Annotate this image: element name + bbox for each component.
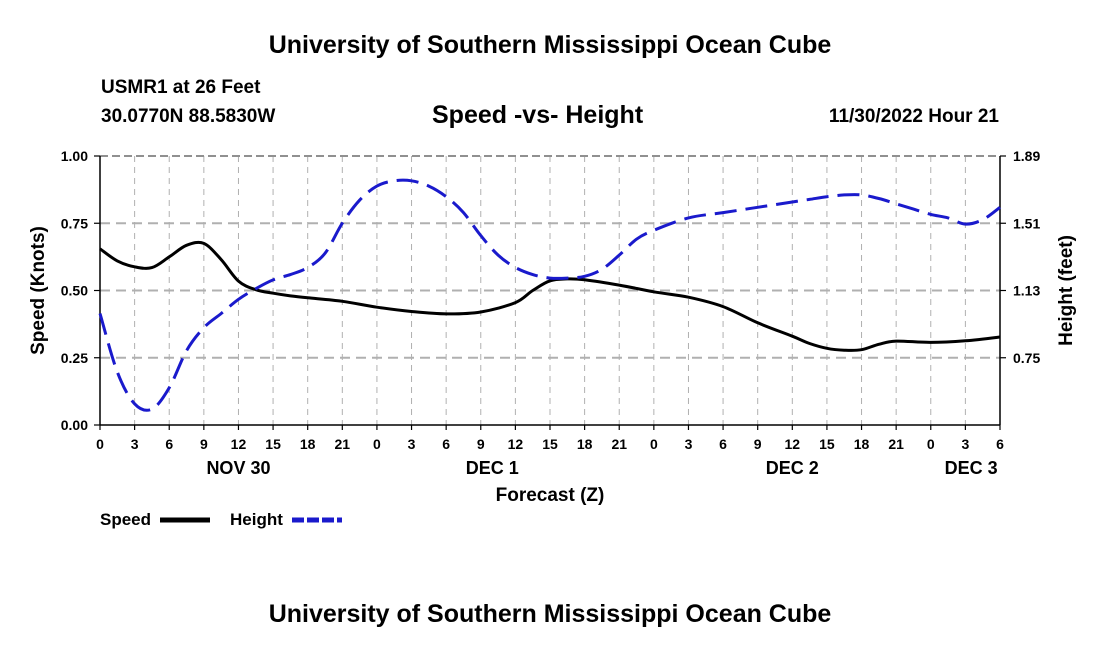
- height-legend-label: Height: [230, 510, 283, 529]
- y-right-tick-label: 1.13: [1013, 283, 1040, 299]
- x-tick-label: 21: [611, 436, 627, 452]
- chart-title: Speed -vs- Height: [432, 101, 644, 129]
- forecast-datetime: 11/30/2022 Hour 21: [828, 106, 999, 127]
- x-tick-label: 15: [265, 436, 281, 452]
- x-tick-label: 9: [477, 436, 485, 452]
- day-label: NOV 30: [206, 458, 270, 478]
- x-tick-label: 6: [996, 436, 1004, 452]
- x-tick-label: 9: [200, 436, 208, 452]
- x-tick-label: 9: [754, 436, 762, 452]
- x-tick-label: 0: [96, 436, 104, 452]
- x-tick-label: 12: [785, 436, 801, 452]
- x-axis-title: Forecast (Z): [496, 485, 605, 506]
- x-tick-label: 3: [961, 436, 969, 452]
- footer-title: University of Southern Mississippi Ocean…: [268, 600, 832, 628]
- day-label: DEC 1: [466, 458, 519, 478]
- y-left-tick-label: 0.75: [61, 215, 88, 231]
- x-tick-label: 3: [408, 436, 416, 452]
- x-tick-label: 15: [542, 436, 558, 452]
- x-tick-label: 3: [685, 436, 693, 452]
- speed-series-line: [99, 240, 1001, 352]
- y-left-axis-title: Speed (Knots): [28, 226, 49, 355]
- y-right-tick-label: 1.51: [1013, 215, 1040, 231]
- y-left-tick-label: 0.00: [61, 417, 88, 433]
- y-left-tick-label: 0.50: [61, 283, 88, 299]
- station-label: USMR1 at 26 Feet: [101, 77, 261, 98]
- y-right-axis-title: Height (feet): [1056, 235, 1077, 346]
- x-tick-label: 0: [927, 436, 935, 452]
- y-right-tick-label: 0.75: [1013, 350, 1040, 366]
- x-tick-label: 18: [854, 436, 870, 452]
- x-tick-label: 3: [131, 436, 139, 452]
- speed-legend-label: Speed: [100, 510, 151, 529]
- x-tick-label: 6: [442, 436, 450, 452]
- x-tick-label: 0: [373, 436, 381, 452]
- x-tick-label: 0: [650, 436, 658, 452]
- station-location: 30.0770N 88.5830W: [101, 106, 276, 127]
- x-tick-label: 21: [888, 436, 904, 452]
- x-tick-label: 6: [165, 436, 173, 452]
- y-right-tick-label: 1.89: [1013, 148, 1040, 164]
- height-series-line: [98, 178, 1001, 412]
- x-tick-label: 6: [719, 436, 727, 452]
- x-tick-label: 18: [300, 436, 316, 452]
- page-title: University of Southern Mississippi Ocean…: [268, 31, 832, 59]
- x-tick-label: 12: [231, 436, 247, 452]
- x-tick-label: 15: [819, 436, 835, 452]
- y-left-tick-label: 0.25: [61, 350, 88, 366]
- x-tick-label: 12: [508, 436, 524, 452]
- day-label: DEC 2: [766, 458, 819, 478]
- y-left-tick-label: 1.00: [61, 148, 88, 164]
- x-tick-label: 21: [335, 436, 351, 452]
- x-tick-label: 18: [577, 436, 593, 452]
- day-label: DEC 3: [945, 458, 998, 478]
